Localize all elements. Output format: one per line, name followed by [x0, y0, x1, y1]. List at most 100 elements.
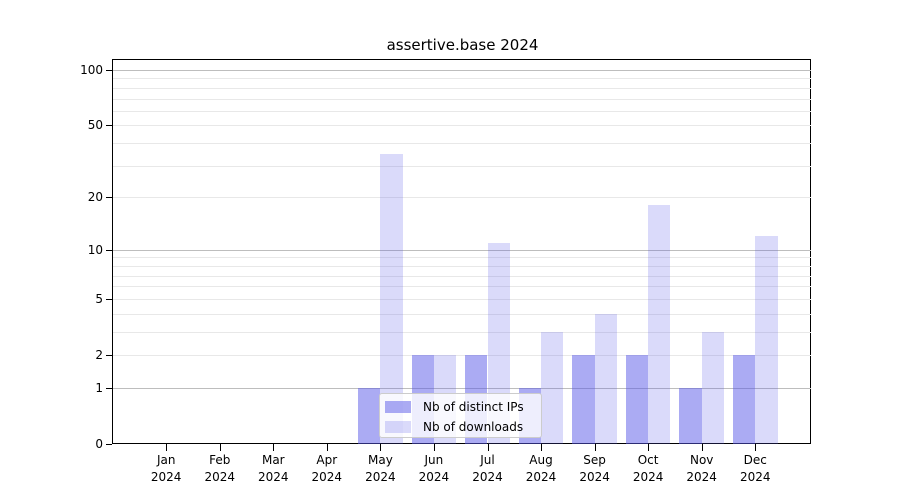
legend-swatch	[385, 401, 411, 413]
month-label: Jun	[424, 453, 444, 467]
x-axis-tick-label: Sep 2024	[563, 452, 627, 486]
x-axis-tick	[380, 444, 382, 451]
legend: Nb of distinct IPs Nb of downloads	[379, 393, 542, 438]
gridline-minor	[113, 265, 811, 267]
y-axis-tick	[106, 444, 112, 445]
month-label: Apr	[316, 453, 338, 467]
bar-distinct-ips-dec	[732, 355, 756, 444]
x-axis-tick-label: Dec 2024	[723, 452, 787, 486]
bar-distinct-ips-may	[358, 387, 381, 444]
x-axis-tick	[219, 444, 221, 451]
x-axis-tick-label: Apr 2024	[295, 452, 359, 486]
gridline-major	[113, 70, 811, 71]
x-axis-tick-label: Jul 2024	[456, 452, 520, 486]
month-label: Jul	[480, 453, 495, 467]
x-axis-tick-label: Aug 2024	[509, 452, 573, 486]
bar-distinct-ips-nov	[679, 387, 702, 444]
bar-downloads-may	[380, 153, 403, 444]
month-label: Mar	[261, 453, 285, 467]
x-axis-tick-label: Feb 2024	[188, 452, 252, 486]
y-axis-tick	[106, 125, 112, 127]
year-label: 2024	[365, 470, 396, 484]
year-label: 2024	[258, 470, 289, 484]
bar-distinct-ips-oct	[625, 355, 649, 444]
plot-area	[112, 59, 811, 444]
gridline-minor	[113, 197, 811, 199]
x-axis-tick	[166, 444, 168, 451]
bar-downloads-sep	[594, 313, 617, 444]
gridline-minor	[113, 355, 811, 356]
gridline-minor	[113, 313, 811, 315]
x-axis-tick	[541, 444, 542, 451]
year-label: 2024	[525, 470, 557, 484]
year-label: 2024	[579, 470, 610, 484]
y-axis-tick-label: 20	[87, 190, 103, 205]
month-label: Aug	[529, 453, 553, 467]
y-axis-tick	[106, 298, 112, 300]
gridline-minor	[113, 165, 811, 167]
x-axis-tick-label: Nov 2024	[670, 452, 734, 486]
y-axis-tick-label: 0	[95, 437, 103, 451]
gridline-minor	[113, 110, 811, 112]
bar-downloads-dec	[755, 236, 778, 444]
legend-item-distinct-ips: Nb of distinct IPs	[385, 397, 541, 417]
gridline-minor	[113, 275, 811, 277]
legend-swatch	[385, 421, 411, 433]
gridline-major	[113, 249, 811, 251]
month-label: Feb	[209, 453, 231, 467]
y-axis-tick-label: 2	[95, 348, 103, 362]
year-label: 2024	[686, 470, 717, 484]
y-axis-tick	[106, 197, 112, 199]
month-label: Jan	[156, 453, 176, 467]
y-axis-tick-label: 10	[87, 242, 103, 257]
month-label: Sep	[583, 453, 606, 467]
x-axis-tick	[433, 444, 435, 451]
legend-label: Nb of downloads	[423, 420, 524, 434]
month-label: Nov	[689, 453, 714, 467]
x-axis-tick-label: May 2024	[348, 452, 412, 486]
x-axis-tick-label: Jun 2024	[402, 452, 466, 486]
gridline-minor	[113, 331, 811, 333]
year-label: 2024	[632, 470, 664, 484]
chart-title: assertive.base 2024	[386, 36, 539, 54]
month-label: Oct	[637, 453, 659, 467]
year-label: 2024	[150, 470, 182, 484]
year-label: 2024	[311, 470, 343, 484]
bar-downloads-nov	[701, 331, 725, 444]
y-axis-tick-label: 5	[95, 291, 103, 306]
gridline-minor	[113, 98, 811, 100]
year-label: 2024	[204, 470, 236, 484]
y-axis-tick	[106, 249, 112, 251]
year-label: 2024	[418, 470, 450, 484]
y-axis-tick-label: 100	[80, 63, 103, 77]
year-label: 2024	[472, 470, 503, 484]
gridline-minor	[113, 78, 811, 80]
x-axis-tick	[648, 444, 650, 451]
x-axis-tick	[755, 444, 757, 451]
gridline-minor	[113, 125, 811, 127]
x-axis-tick-label: Mar 2024	[241, 452, 305, 486]
bar-distinct-ips-sep	[572, 355, 595, 444]
gridline-major	[113, 387, 811, 389]
gridline-minor	[113, 87, 811, 89]
x-axis-tick-label: Jan 2024	[134, 452, 198, 486]
x-axis-tick	[701, 444, 703, 451]
gridline-minor	[113, 143, 811, 145]
bar-downloads-aug	[541, 331, 564, 444]
bar-downloads-oct	[648, 205, 671, 444]
y-axis-tick-label: 50	[87, 118, 103, 133]
y-axis-tick	[106, 387, 112, 389]
x-axis-tick-label: Oct 2024	[616, 452, 680, 486]
legend-item-downloads: Nb of downloads	[385, 417, 541, 437]
y-axis-tick	[106, 355, 112, 356]
y-axis-tick-label: 1	[95, 380, 103, 395]
legend-label: Nb of distinct IPs	[423, 400, 524, 414]
gridline-minor	[113, 286, 811, 288]
x-axis-tick	[326, 444, 328, 451]
x-axis-tick	[594, 444, 596, 451]
y-axis-tick	[106, 70, 112, 71]
gridline-minor	[113, 257, 811, 259]
year-label: 2024	[740, 470, 771, 484]
x-axis-tick	[487, 444, 489, 451]
